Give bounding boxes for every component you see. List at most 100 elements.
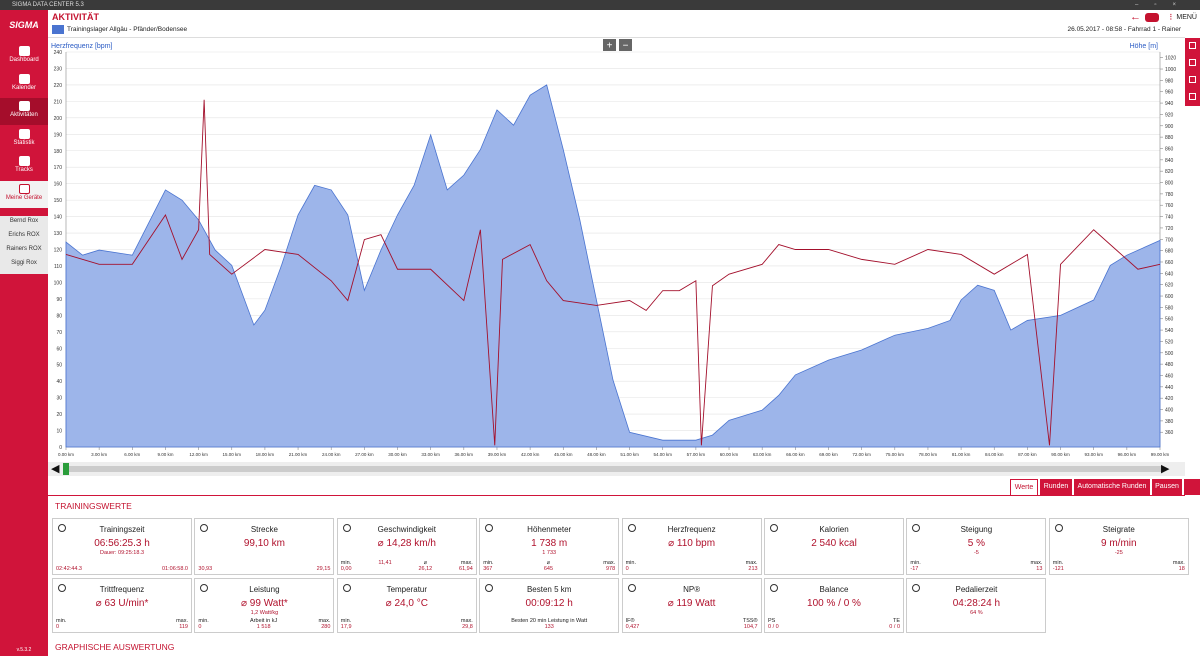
foot-label: Arbeit in kJ xyxy=(250,618,278,624)
card-value: 5 % xyxy=(967,538,985,549)
section-title: GRAPHISCHE AUSWERTUNG xyxy=(55,642,175,652)
nav-item[interactable]: Tracks xyxy=(0,153,48,180)
y2-tick-label: 500 xyxy=(1165,351,1174,357)
foot-item: ⌀ 645 xyxy=(544,560,553,572)
tab-underline xyxy=(48,495,1185,496)
foot-item: 02:42:44.3 xyxy=(56,566,82,572)
card-foot: min. -121 max. 18 xyxy=(1053,560,1185,572)
tab[interactable]: Werte xyxy=(1010,479,1038,495)
y-tick-label: 90 xyxy=(56,297,62,303)
y-tick-label: 50 xyxy=(56,363,62,369)
nav-item[interactable]: Dashboard xyxy=(0,43,48,70)
device-item[interactable]: Erichs ROX xyxy=(8,232,40,238)
foot-item: 11,41 xyxy=(378,560,391,572)
foot-value: -121 xyxy=(1052,566,1064,572)
y-tick-label: 170 xyxy=(54,165,63,171)
card-value: 00:09:12 h xyxy=(525,598,573,609)
activity-info: 26.05.2017 - 08:58 - Fahrrad 1 - Rainer xyxy=(1067,26,1181,33)
foot-value: 0,427 xyxy=(625,624,640,630)
stat-card: Trittfrequenz ⌀ 63 U/min* min. 0 max. 119 xyxy=(52,578,192,633)
y2-tick-label: 860 xyxy=(1165,146,1174,152)
foot-label: min. xyxy=(56,618,67,624)
altitude-area xyxy=(65,84,1161,448)
stat-card: Besten 5 km 00:09:12 h Besten 20 min Leist… xyxy=(479,578,620,633)
x-tick-label: 12.00 km xyxy=(189,452,208,457)
scroll-right[interactable]: ▶ xyxy=(1161,463,1170,475)
logo: SIGMA xyxy=(9,20,39,30)
foot-item: max. 978 xyxy=(603,560,615,572)
y-tick-label: 200 xyxy=(54,116,63,122)
foot-item: Arbeit in kJ 1 518 xyxy=(250,618,277,630)
tab[interactable]: Runden xyxy=(1040,479,1072,495)
zoom-button-label[interactable]: + xyxy=(607,41,613,52)
stat-card: Balance 100 % / 0 % PS 0 / 0 TE 0 / 0 xyxy=(764,578,904,633)
x-tick-label: 78.00 km xyxy=(919,452,938,457)
x-tick-label: 3.00 km xyxy=(91,452,107,457)
foot-label: max. xyxy=(1172,560,1185,566)
x-tick-label: 96.00 km xyxy=(1118,452,1137,457)
device-list: Bernd Rox Erichs ROX Rainers ROX Siggi Rox xyxy=(0,216,48,274)
scroll-left[interactable]: ◀ xyxy=(51,463,60,475)
foot-value: 17,9 xyxy=(340,624,352,630)
nav-label: Dashboard xyxy=(9,57,39,63)
foot-item: max. 61,94 xyxy=(459,560,473,572)
y-tick-label: 60 xyxy=(56,346,62,352)
window-title-bar: SIGMA DATA CENTER 5.3 –▫× xyxy=(0,0,1200,10)
foot-value: 02:42:44.3 xyxy=(56,566,82,572)
view-toolbar[interactable] xyxy=(1185,38,1200,106)
sidebar: SIGMA Bernd Rox Erichs ROX Rainers ROX Sigg… xyxy=(0,10,48,656)
nav-item[interactable]: Statistik xyxy=(0,126,48,153)
device-item[interactable]: Rainers ROX xyxy=(6,246,42,252)
card-icon xyxy=(485,524,494,532)
foot-value: 0 xyxy=(625,566,629,572)
card-title: Höhenmeter xyxy=(527,525,572,534)
device-item[interactable]: Bernd Rox xyxy=(9,218,39,224)
foot-value: 0 xyxy=(56,624,60,630)
zoom-button[interactable] xyxy=(603,39,616,51)
card-title: Besten 5 km xyxy=(526,585,572,594)
scroll-handle[interactable] xyxy=(63,463,69,475)
view-icon xyxy=(1189,42,1196,49)
y2-tick-label: 460 xyxy=(1165,373,1174,379)
nav-item[interactable]: Meine Geräte xyxy=(0,180,48,208)
foot-label: IF® xyxy=(625,618,635,624)
card-icon xyxy=(770,524,778,532)
tab[interactable]: Automatische Runden xyxy=(1074,479,1150,495)
device-item[interactable]: Siggi Rox xyxy=(11,260,37,266)
nav-item[interactable]: Aktivitäten xyxy=(0,98,48,125)
x-tick-label: 21.00 km xyxy=(289,452,308,457)
y2-tick-label: 920 xyxy=(1165,112,1174,118)
card-icon xyxy=(1054,524,1063,532)
y-tick-label: 210 xyxy=(54,99,63,105)
x-tick-label: 36.00 km xyxy=(455,452,474,457)
foot-item: max. 13 xyxy=(1030,560,1042,572)
zoom-button-label[interactable]: − xyxy=(623,41,629,52)
tab[interactable]: Pausen xyxy=(1152,479,1182,495)
zoom-button[interactable] xyxy=(619,39,632,51)
tab-menu[interactable] xyxy=(1184,479,1200,495)
nav-item[interactable]: Kalender xyxy=(0,71,48,98)
card-foot: min. 0 max. 213 xyxy=(626,560,758,572)
y2-tick-label: 1020 xyxy=(1165,56,1176,62)
y2-tick-label: 1000 xyxy=(1165,67,1176,73)
nav-label: Statistik xyxy=(13,139,35,146)
foot-value: 213 xyxy=(748,566,758,572)
window-controls[interactable]: –▫× xyxy=(1135,2,1192,8)
y-tick-label: 10 xyxy=(56,429,62,435)
foot-value: 104,7 xyxy=(743,624,758,630)
foot-item: TSS® 104,7 xyxy=(743,618,758,630)
range-scrollbar[interactable]: ◀ ▶ xyxy=(48,462,1185,476)
foot-label: min. xyxy=(1052,560,1064,566)
foot-item: max. 119 xyxy=(176,618,188,630)
right-axis-label: Höhe [m] xyxy=(1130,43,1158,50)
y2-tick-label: 620 xyxy=(1165,283,1174,289)
x-tick-label: 30.00 km xyxy=(388,452,407,457)
camera-button[interactable] xyxy=(1145,13,1159,22)
foot-label: ⌀ xyxy=(423,560,427,566)
card-value: 9 m/min xyxy=(1101,538,1137,549)
menu-button[interactable]: ⋮ MENÜ xyxy=(1167,14,1197,21)
foot-value: 0 / 0 xyxy=(889,624,900,630)
x-tick-label: 90.00 km xyxy=(1051,452,1070,457)
x-tick-label: 72.00 km xyxy=(852,452,871,457)
back-button[interactable]: ← xyxy=(1130,11,1141,23)
